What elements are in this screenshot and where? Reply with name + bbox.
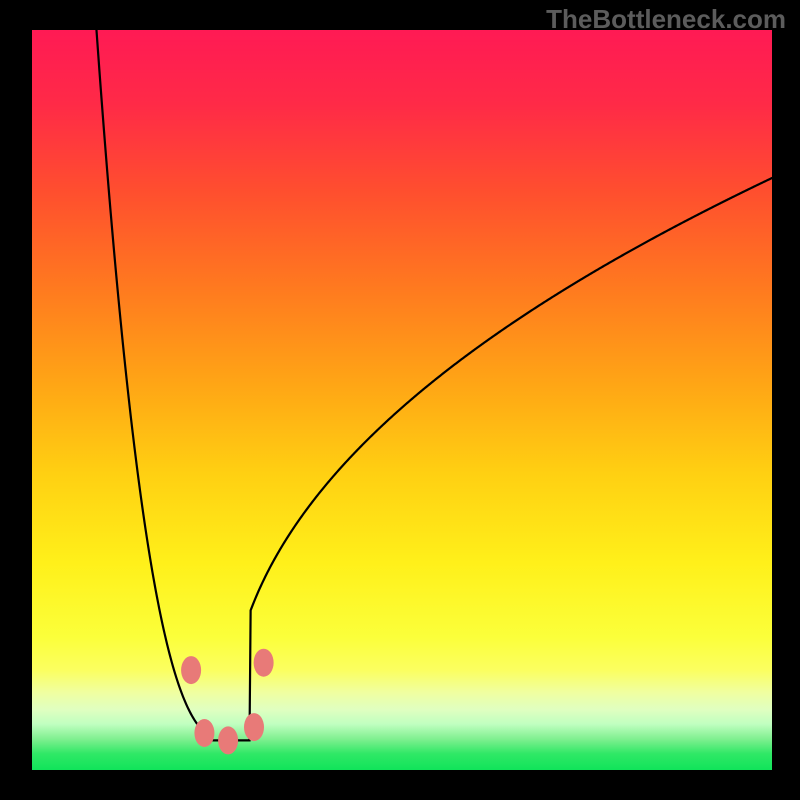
curve-marker xyxy=(181,656,201,684)
chart-container xyxy=(32,30,772,770)
watermark-text: TheBottleneck.com xyxy=(546,4,786,35)
curve-marker xyxy=(218,726,238,754)
curve-marker xyxy=(254,649,274,677)
curve-marker xyxy=(194,719,214,747)
plot-background xyxy=(32,30,772,770)
plot-svg xyxy=(32,30,772,770)
curve-marker xyxy=(244,713,264,741)
